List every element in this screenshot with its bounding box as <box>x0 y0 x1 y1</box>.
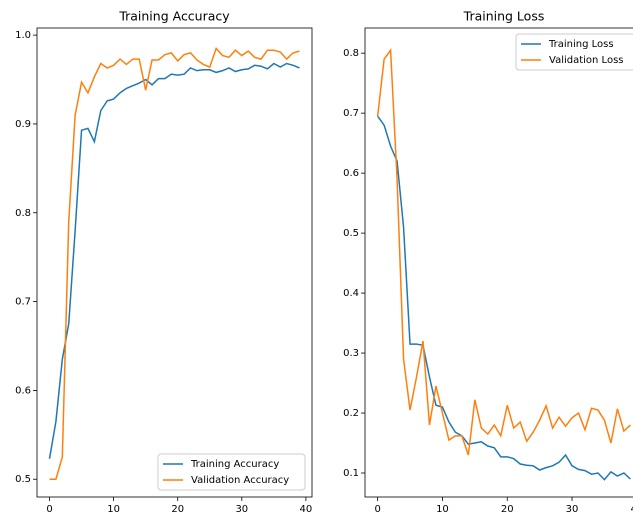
legend-label: Training Accuracy <box>190 459 279 470</box>
y-tick-label: 0.7 <box>15 297 31 308</box>
x-tick-label: 20 <box>501 504 514 515</box>
y-tick-label: 0.2 <box>343 408 359 419</box>
series-line <box>377 115 631 481</box>
x-tick-label: 0 <box>46 504 52 515</box>
y-tick-label: 0.1 <box>343 468 359 479</box>
series-line <box>48 62 300 459</box>
legend-box <box>515 33 633 71</box>
y-tick-label: 1.0 <box>15 30 31 41</box>
legend-label: Validation Accuracy <box>191 475 289 486</box>
chart-title: Training Loss <box>463 9 545 24</box>
y-tick-label: 0.5 <box>343 228 359 239</box>
y-tick-label: 0.6 <box>15 385 31 396</box>
legend-label: Training Loss <box>548 39 614 50</box>
y-tick-label: 0.5 <box>15 474 31 485</box>
axes-frame <box>364 27 633 498</box>
y-tick-label: 0.3 <box>343 348 359 359</box>
series-line <box>49 46 300 480</box>
y-tick-label: 0.6 <box>343 168 359 179</box>
x-tick-label: 0 <box>374 504 380 515</box>
x-tick-label: 10 <box>107 504 120 515</box>
x-tick-label: 30 <box>566 504 579 515</box>
x-tick-label: 40 <box>630 504 633 515</box>
legend-label: Validation Loss <box>549 55 624 66</box>
legend-box <box>157 453 306 491</box>
axes-frame <box>36 27 313 498</box>
y-tick-label: 0.7 <box>343 108 359 119</box>
x-tick-label: 10 <box>436 504 449 515</box>
y-tick-label: 0.4 <box>343 288 359 299</box>
y-tick-label: 0.8 <box>343 48 359 59</box>
x-tick-label: 30 <box>235 504 248 515</box>
x-tick-label: 40 <box>300 504 313 515</box>
x-tick-label: 20 <box>171 504 184 515</box>
series-line <box>376 48 631 456</box>
y-tick-label: 0.8 <box>15 208 31 219</box>
chart-title: Training Accuracy <box>118 9 230 24</box>
y-tick-label: 0.9 <box>15 119 31 130</box>
